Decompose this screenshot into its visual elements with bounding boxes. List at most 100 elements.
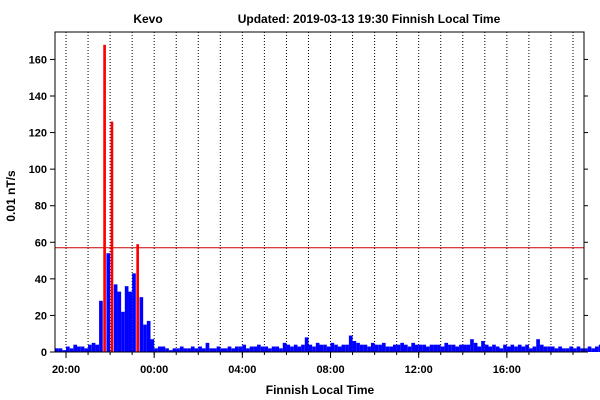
bar: [448, 344, 452, 352]
bar: [326, 346, 331, 352]
bar: [99, 300, 103, 352]
bar: [257, 344, 261, 352]
y-tick-label: 140: [29, 91, 47, 103]
bar: [334, 344, 338, 352]
bar: [69, 348, 74, 352]
x-tick-label: 08:00: [316, 364, 344, 376]
bar: [187, 348, 191, 352]
bar: [572, 348, 577, 352]
bar: [356, 342, 360, 352]
x-tick-label: 16:00: [493, 364, 521, 376]
bar: [205, 342, 210, 352]
bar: [598, 344, 600, 352]
bar: [440, 346, 445, 352]
bar: [190, 346, 195, 352]
bar: [146, 320, 151, 352]
bar: [558, 346, 562, 352]
bar: [536, 339, 540, 352]
bar: [521, 346, 526, 352]
y-tick-label: 120: [29, 128, 47, 140]
bar: [488, 346, 493, 352]
bar: [352, 341, 357, 352]
bar: [132, 273, 136, 352]
bar: [337, 346, 342, 352]
bar: [91, 342, 96, 352]
y-tick-label: 0: [41, 347, 47, 359]
bar: [451, 344, 456, 352]
bar: [429, 344, 434, 352]
bar: [198, 346, 202, 352]
bar: [481, 341, 485, 352]
y-tick-label: 60: [35, 237, 47, 249]
bar: [106, 253, 111, 352]
bar: [466, 344, 471, 352]
bar: [484, 344, 489, 352]
x-tick-label: 20:00: [52, 364, 80, 376]
bar: [392, 344, 397, 352]
y-axis-ticks: 0 20 40 60 80 100 120 140 160: [29, 54, 588, 359]
bar: [58, 348, 63, 352]
bar: [161, 346, 166, 352]
bar: [433, 344, 438, 352]
bar: [77, 346, 81, 352]
bar: [587, 346, 592, 352]
bar: [279, 348, 283, 352]
bar: [462, 344, 467, 352]
bar: [547, 346, 551, 352]
bar: [315, 342, 320, 352]
bar-exceed: [136, 244, 139, 352]
bar: [345, 344, 349, 352]
bar-exceed: [110, 121, 114, 352]
bar: [510, 344, 515, 352]
bar: [517, 344, 522, 352]
bar: [55, 348, 59, 352]
bar: [268, 348, 272, 352]
y-tick-label: 20: [35, 310, 47, 322]
bar: [113, 284, 118, 352]
plot-frame: [54, 31, 585, 353]
bar: [503, 344, 507, 352]
bar: [363, 344, 368, 352]
bar: [231, 348, 236, 352]
bar: [323, 344, 327, 352]
bar: [95, 344, 100, 352]
bar: [168, 350, 173, 352]
bar: [381, 342, 386, 352]
bar: [312, 346, 316, 352]
bar: [580, 348, 584, 352]
y-tick-label: 160: [29, 54, 47, 66]
bar: [260, 346, 265, 352]
bar: [385, 346, 390, 352]
bar: [367, 346, 371, 352]
bar: [304, 337, 309, 352]
bar: [293, 344, 298, 352]
bar: [426, 346, 430, 352]
bar: [297, 346, 302, 352]
bar: [319, 344, 324, 352]
bar: [477, 346, 482, 352]
x-tick-label: 12:00: [405, 364, 433, 376]
bar: [561, 348, 566, 352]
bar: [348, 335, 353, 352]
bar: [249, 346, 254, 352]
vertical-gridlines: [65, 32, 574, 352]
bar: [216, 346, 221, 352]
bar: [183, 348, 188, 352]
bar: [437, 344, 441, 352]
bar: [121, 311, 125, 352]
bar: [374, 344, 379, 352]
y-tick-label: 100: [29, 164, 47, 176]
bar: [150, 339, 155, 352]
bar-exceed: [103, 44, 106, 353]
bar: [286, 344, 291, 352]
updated-timestamp: Updated: 2019-03-13 19:30 Finnish Local …: [238, 12, 501, 26]
bar: [378, 344, 382, 352]
bar: [389, 346, 393, 352]
bar: [473, 342, 478, 352]
bar: [584, 348, 588, 352]
x-tick-label: 00:00: [140, 364, 168, 376]
bar: [264, 346, 269, 352]
bar: [528, 348, 533, 352]
bar: [209, 348, 213, 352]
bar: [370, 342, 375, 352]
